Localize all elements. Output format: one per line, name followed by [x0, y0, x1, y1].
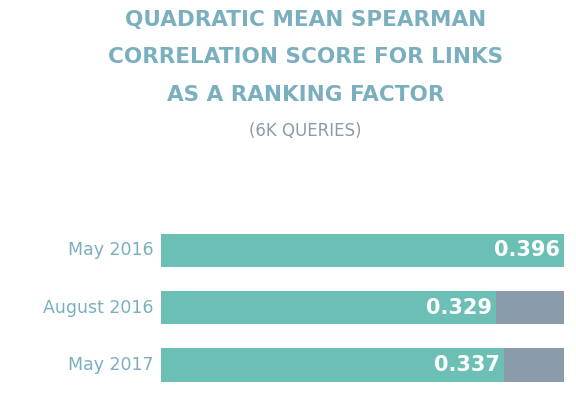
Text: May 2016: May 2016	[67, 241, 153, 259]
Text: CORRELATION SCORE FOR LINKS: CORRELATION SCORE FOR LINKS	[108, 47, 503, 67]
Bar	[505, 348, 564, 382]
Text: August 2016: August 2016	[43, 299, 153, 317]
Bar	[161, 348, 505, 382]
Text: 0.337: 0.337	[434, 355, 501, 375]
Bar	[161, 234, 564, 267]
Text: (6K QUERIES): (6K QUERIES)	[249, 122, 362, 140]
Bar	[497, 291, 564, 324]
Text: AS A RANKING FACTOR: AS A RANKING FACTOR	[166, 85, 444, 104]
Text: QUADRATIC MEAN SPEARMAN: QUADRATIC MEAN SPEARMAN	[124, 10, 486, 30]
Text: 0.329: 0.329	[426, 298, 492, 318]
Text: May 2017: May 2017	[67, 356, 153, 374]
Bar	[161, 291, 497, 324]
Text: 0.396: 0.396	[494, 240, 560, 261]
